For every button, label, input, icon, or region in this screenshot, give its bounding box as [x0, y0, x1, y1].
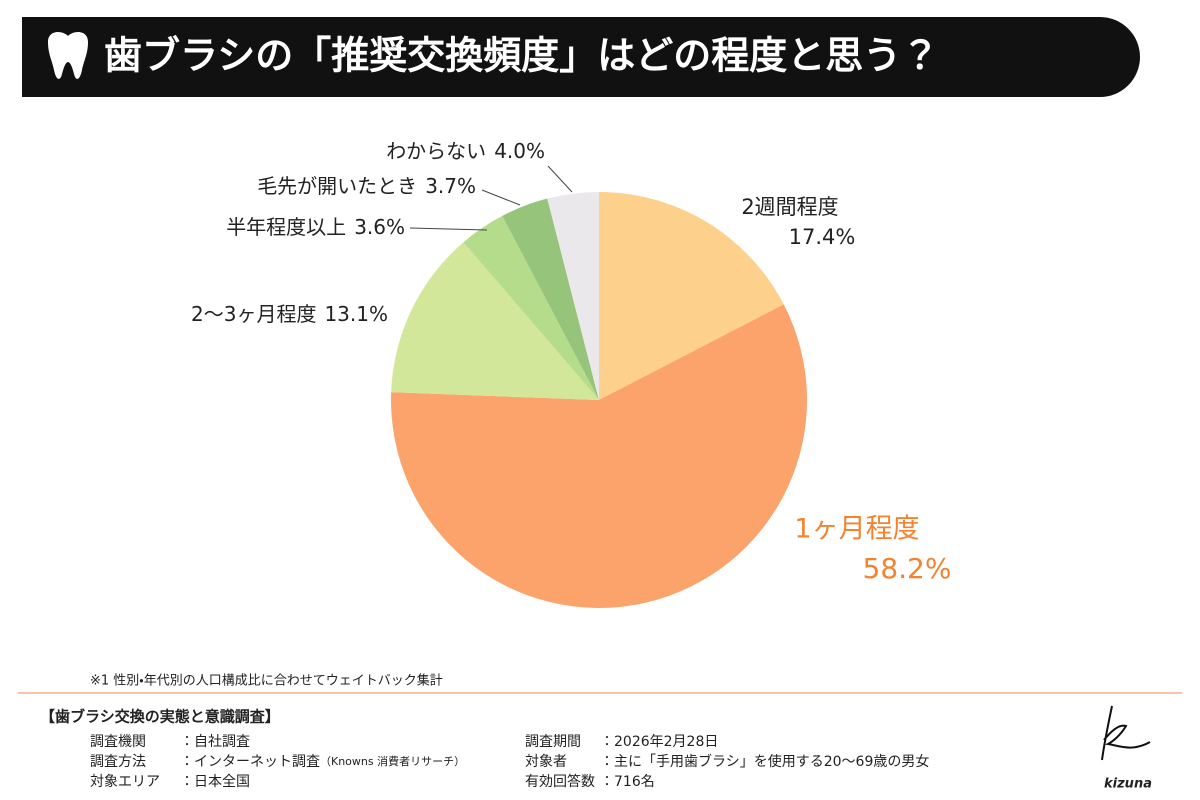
slice-value: 3.7%	[425, 174, 476, 198]
slice-name: 半年程度以上	[226, 215, 346, 239]
slice-name: 1ヶ月程度	[794, 514, 919, 545]
slice-value: 17.4%	[789, 225, 856, 249]
survey-note: （Knowns 消費者リサーチ）	[320, 754, 465, 768]
pie-slice	[390, 304, 807, 609]
slice-label: 2〜3ヶ月程度 13.1%	[191, 302, 388, 326]
pie-slice	[502, 198, 599, 400]
slice-name: わからない	[386, 139, 486, 163]
tooth-icon	[48, 32, 88, 79]
survey-value-text: ：2026年2月28日	[600, 734, 718, 750]
logo: kizuna	[1104, 777, 1152, 792]
survey-label: 調査機関	[90, 734, 146, 750]
pie-slice	[599, 192, 784, 400]
survey-heading: 【歯ブラシ交換の実態と意識調査】	[40, 708, 280, 726]
survey-value: ：2026年2月28日	[600, 734, 718, 750]
slice-value: 4.0%	[494, 139, 545, 163]
survey-value: ：自社調査	[180, 734, 250, 750]
chart-title: 歯ブラシの「推奨交換頻度」はどの程度と思う？	[104, 34, 939, 78]
title-bar	[22, 17, 1140, 97]
survey-value-text: ：インターネット調査	[180, 754, 320, 770]
survey-value-text: ：716名	[600, 774, 655, 790]
survey-label: 調査期間	[525, 734, 581, 750]
survey-label: 調査方法	[90, 754, 146, 770]
leader-line	[409, 227, 488, 231]
survey-value-text: ：主に「手用歯ブラシ」を使用する20〜69歳の男女	[600, 753, 929, 770]
survey-label: 有効回答数	[525, 773, 595, 790]
slice-name: 2週間程度	[741, 195, 838, 219]
slice-value: 3.6%	[354, 215, 405, 239]
survey-value: ：主に「手用歯ブラシ」を使用する20〜69歳の男女	[600, 753, 929, 770]
leader-line	[481, 189, 521, 206]
slice-label: 毛先が開いたとき 3.7%	[257, 174, 476, 198]
slice-name: 毛先が開いたとき	[257, 174, 417, 198]
pie-slice	[391, 242, 599, 400]
slice-labels: 2週間程度 17.4% 1ヶ月程度 58.2% 2〜3ヶ月程度 13.1% 半年程度以上 3.…	[191, 139, 951, 586]
survey-value-text: ：日本全国	[180, 774, 250, 790]
survey-value: ：716名	[600, 774, 655, 790]
slice-label: わからない 4.0%	[386, 139, 545, 163]
slice-value: 13.1%	[324, 302, 388, 326]
logo-mark	[1101, 705, 1151, 761]
survey-label: 対象エリア	[90, 774, 160, 790]
survey-value-text: ：自社調査	[180, 734, 250, 750]
slice-value: 58.2%	[863, 552, 952, 585]
survey-value: ：インターネット調査（Knowns 消費者リサーチ）	[180, 754, 465, 770]
leader-line	[547, 165, 573, 193]
pie-slice	[463, 215, 599, 400]
pie	[390, 192, 807, 609]
slice-label: 半年程度以上 3.6%	[226, 215, 405, 239]
survey-value: ：日本全国	[180, 774, 250, 790]
pie-slice	[547, 192, 599, 400]
survey-label: 対象者	[525, 754, 567, 770]
slice-name: 2〜3ヶ月程度	[191, 302, 316, 326]
footnote: ※1 性別・年代別の人口構成比に合わせてウェイトバック集計	[90, 673, 443, 689]
